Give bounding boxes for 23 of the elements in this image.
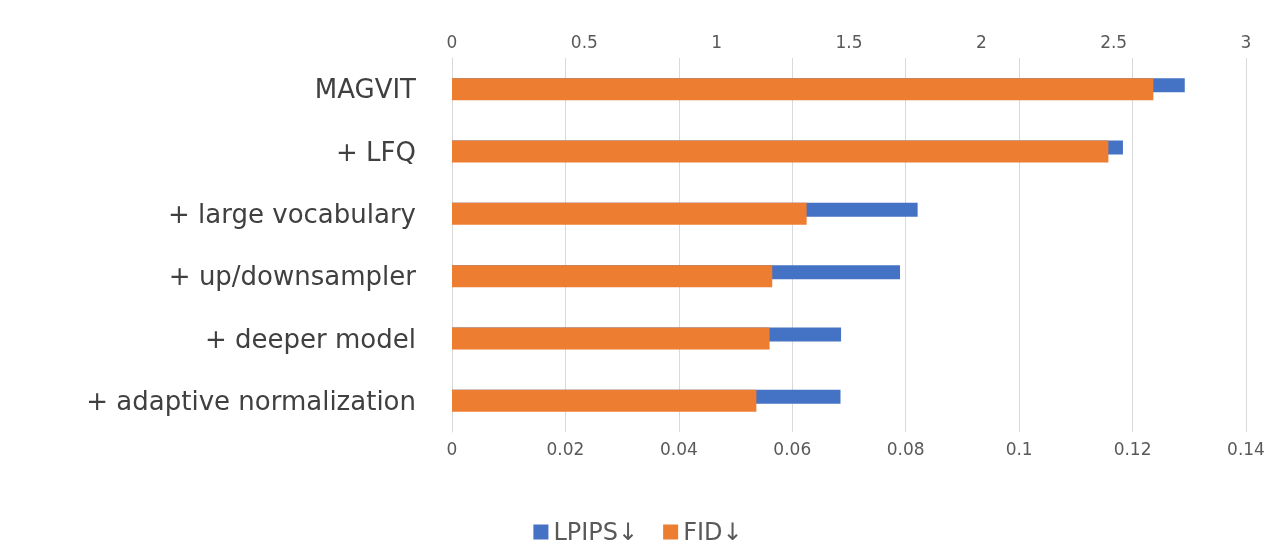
x-tick-label: 0.12	[1113, 438, 1152, 459]
legend-label: LPIPS↓	[553, 518, 639, 546]
x2-tick-label: 3	[1240, 31, 1252, 52]
legend-label: FID↓	[683, 518, 743, 546]
x-tick-label: 0.1	[1005, 438, 1033, 459]
x2-tick-label: 1.5	[835, 31, 863, 52]
x-tick-label: 0.14	[1227, 438, 1265, 459]
y-tick-label: + up/downsampler	[168, 261, 417, 292]
y-tick-label: + LFQ	[336, 136, 416, 167]
y-tick-label: + deeper model	[205, 323, 416, 354]
x-tick-label: 0.04	[659, 438, 698, 459]
x2-tick-label: 0	[446, 31, 458, 52]
x2-tick-label: 1	[711, 31, 723, 52]
y-tick-label: + adaptive normalization	[86, 385, 416, 416]
x-tick-label: 0	[446, 438, 458, 459]
y-tick-label: MAGVIT	[314, 74, 417, 105]
x-tick-label: 0.02	[546, 438, 585, 459]
y-tick-label: + large vocabulary	[168, 198, 416, 229]
x-tick-label: 0.06	[773, 438, 812, 459]
x2-tick-label: 0.5	[570, 31, 598, 52]
x2-tick-label: 2	[975, 31, 987, 52]
x2-tick-label: 2.5	[1100, 31, 1128, 52]
x-tick-label: 0.08	[886, 438, 925, 459]
